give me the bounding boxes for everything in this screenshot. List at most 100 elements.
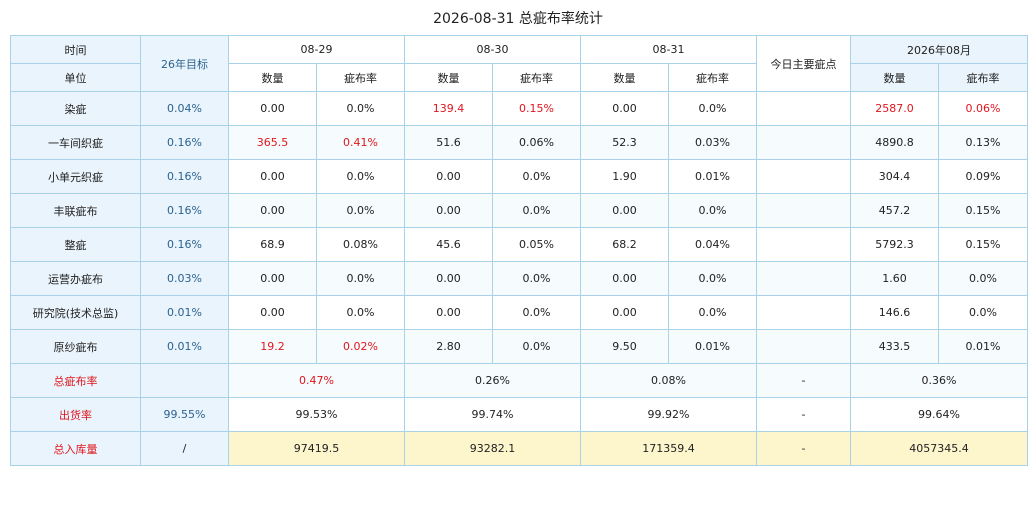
summary-month-value: 4057345.4 bbox=[850, 431, 1028, 466]
qty-cell: 68.2 bbox=[580, 227, 669, 262]
qty-cell: 0.00 bbox=[228, 91, 317, 126]
target-cell: 0.16% bbox=[140, 125, 229, 160]
unit-cell: 运营办疵布 bbox=[10, 261, 141, 296]
rate-cell: 0.41% bbox=[316, 125, 405, 160]
rate-cell: 0.0% bbox=[316, 91, 405, 126]
summary-row-shipment-rate: 出货率 99.55% 99.53% 99.74% 99.92% - 99.64% bbox=[10, 397, 1028, 432]
qty-cell: 0.00 bbox=[580, 193, 669, 228]
qty-cell: 0.00 bbox=[404, 295, 493, 330]
rate-cell: 0.0% bbox=[316, 193, 405, 228]
unit-cell: 小单元织疵 bbox=[10, 159, 141, 194]
table-row: 运营办疵布 0.03% 0.00 0.0% 0.00 0.0% 0.00 0.0… bbox=[10, 261, 1028, 296]
rate-cell: 0.0% bbox=[492, 159, 581, 194]
qty-cell: 0.00 bbox=[404, 159, 493, 194]
rate-cell: 0.04% bbox=[668, 227, 757, 262]
unit-header: 单位 bbox=[10, 63, 141, 92]
rate-cell: 0.0% bbox=[316, 261, 405, 296]
summary-label: 出货率 bbox=[10, 397, 141, 432]
qty-cell: 0.00 bbox=[404, 193, 493, 228]
unit-cell: 整疵 bbox=[10, 227, 141, 262]
summary-day-value: 0.08% bbox=[580, 363, 757, 398]
unit-cell: 丰联疵布 bbox=[10, 193, 141, 228]
rate-cell: 0.05% bbox=[492, 227, 581, 262]
qty-cell: 139.4 bbox=[404, 91, 493, 126]
qty-header: 数量 bbox=[580, 63, 669, 92]
unit-cell: 一车间织疵 bbox=[10, 125, 141, 160]
time-header: 时间 bbox=[10, 35, 141, 64]
target-cell: 0.01% bbox=[140, 329, 229, 364]
rate-cell: 0.06% bbox=[492, 125, 581, 160]
month-rate-cell: 0.0% bbox=[938, 261, 1028, 296]
qty-cell: 0.00 bbox=[228, 159, 317, 194]
qty-cell: 9.50 bbox=[580, 329, 669, 364]
page-title: 2026-08-31 总疵布率统计 bbox=[433, 11, 603, 27]
summary-day-value: 99.92% bbox=[580, 397, 757, 432]
rate-header: 疵布率 bbox=[938, 63, 1028, 92]
rate-header: 疵布率 bbox=[492, 63, 581, 92]
target-cell: 0.16% bbox=[140, 227, 229, 262]
month-qty-cell: 433.5 bbox=[850, 329, 939, 364]
summary-day-value: 97419.5 bbox=[228, 431, 405, 466]
target-cell: 0.01% bbox=[140, 295, 229, 330]
summary-target: 99.55% bbox=[140, 397, 229, 432]
defect-rate-table: 时间 26年目标 08-29 08-30 08-31 今日主要疵点 2026年0… bbox=[10, 35, 1028, 466]
rate-cell: 0.0% bbox=[492, 193, 581, 228]
qty-cell: 365.5 bbox=[228, 125, 317, 160]
main-defect-cell bbox=[756, 329, 851, 364]
target-cell: 0.03% bbox=[140, 261, 229, 296]
month-qty-cell: 457.2 bbox=[850, 193, 939, 228]
table-row: 丰联疵布 0.16% 0.00 0.0% 0.00 0.0% 0.00 0.0%… bbox=[10, 193, 1028, 228]
unit-cell: 研究院(技术总监) bbox=[10, 295, 141, 330]
main-defect-cell bbox=[756, 261, 851, 296]
month-rate-cell: 0.13% bbox=[938, 125, 1028, 160]
month-qty-cell: 146.6 bbox=[850, 295, 939, 330]
qty-cell: 1.90 bbox=[580, 159, 669, 194]
qty-cell: 68.9 bbox=[228, 227, 317, 262]
unit-cell: 原纱疵布 bbox=[10, 329, 141, 364]
table-row: 小单元织疵 0.16% 0.00 0.0% 0.00 0.0% 1.90 0.0… bbox=[10, 159, 1028, 194]
qty-header: 数量 bbox=[404, 63, 493, 92]
qty-cell: 0.00 bbox=[580, 295, 669, 330]
summary-day-value: 99.53% bbox=[228, 397, 405, 432]
summary-label: 总疵布率 bbox=[10, 363, 141, 398]
rate-cell: 0.0% bbox=[492, 295, 581, 330]
qty-cell: 0.00 bbox=[228, 295, 317, 330]
table-row: 原纱疵布 0.01% 19.2 0.02% 2.80 0.0% 9.50 0.0… bbox=[10, 329, 1028, 364]
month-rate-cell: 0.09% bbox=[938, 159, 1028, 194]
summary-main-defect: - bbox=[756, 363, 851, 398]
month-qty-cell: 2587.0 bbox=[850, 91, 939, 126]
rate-cell: 0.0% bbox=[668, 91, 757, 126]
qty-header: 数量 bbox=[228, 63, 317, 92]
date-header-1: 08-29 bbox=[228, 35, 405, 64]
qty-header: 数量 bbox=[850, 63, 939, 92]
target-header: 26年目标 bbox=[140, 35, 229, 92]
rate-cell: 0.0% bbox=[492, 261, 581, 296]
rate-cell: 0.0% bbox=[316, 159, 405, 194]
month-rate-cell: 0.0% bbox=[938, 295, 1028, 330]
month-rate-cell: 0.15% bbox=[938, 193, 1028, 228]
rate-header: 疵布率 bbox=[316, 63, 405, 92]
month-header: 2026年08月 bbox=[850, 35, 1028, 64]
main-defect-cell bbox=[756, 91, 851, 126]
month-rate-cell: 0.06% bbox=[938, 91, 1028, 126]
summary-target: / bbox=[140, 431, 229, 466]
summary-month-value: 99.64% bbox=[850, 397, 1028, 432]
rate-cell: 0.0% bbox=[668, 295, 757, 330]
summary-month-value: 0.36% bbox=[850, 363, 1028, 398]
qty-cell: 19.2 bbox=[228, 329, 317, 364]
main-defect-cell bbox=[756, 159, 851, 194]
rate-header: 疵布率 bbox=[668, 63, 757, 92]
main-defect-cell bbox=[756, 227, 851, 262]
rate-cell: 0.08% bbox=[316, 227, 405, 262]
qty-cell: 0.00 bbox=[580, 91, 669, 126]
summary-main-defect: - bbox=[756, 397, 851, 432]
month-qty-cell: 1.60 bbox=[850, 261, 939, 296]
summary-day-value: 171359.4 bbox=[580, 431, 757, 466]
rate-cell: 0.02% bbox=[316, 329, 405, 364]
rate-cell: 0.01% bbox=[668, 159, 757, 194]
qty-cell: 0.00 bbox=[404, 261, 493, 296]
rate-cell: 0.0% bbox=[668, 261, 757, 296]
summary-day-value: 0.26% bbox=[404, 363, 581, 398]
target-cell: 0.04% bbox=[140, 91, 229, 126]
qty-cell: 0.00 bbox=[228, 193, 317, 228]
